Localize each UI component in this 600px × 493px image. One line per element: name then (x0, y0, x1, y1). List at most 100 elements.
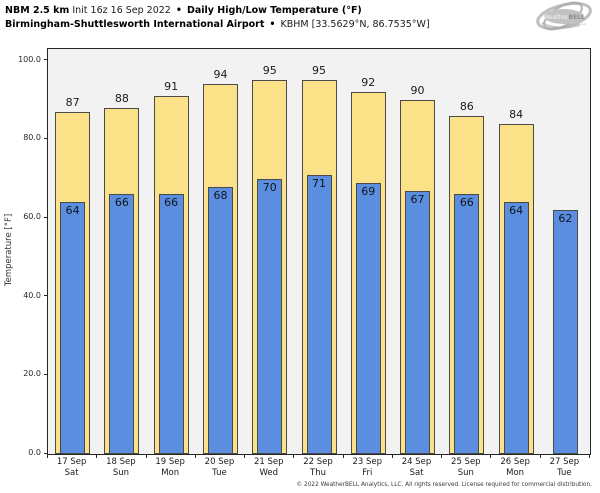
y-tick-mark (44, 452, 48, 454)
x-tick-label: 22 Sep Thu (293, 457, 342, 479)
y-tick-mark (44, 373, 48, 375)
x-tick-date: 24 Sep (401, 457, 432, 467)
low-value-label: 64 (65, 204, 80, 217)
x-tick-day: Sun (457, 468, 474, 478)
low-bar (207, 187, 233, 454)
low-bar (257, 179, 283, 454)
low-bar (552, 210, 578, 454)
x-tick-mark (490, 454, 492, 458)
high-value-label: 86 (459, 100, 474, 113)
copyright-notice: © 2022 WeatherBELL Analytics, LLC. All r… (296, 482, 592, 488)
low-value-label: 67 (410, 193, 425, 206)
x-tick-label: 20 Sep Tue (195, 457, 244, 479)
y-tick-mark (44, 295, 48, 297)
title-variable: Daily High/Low Temperature (°F) (187, 5, 362, 16)
subtitle-separator: • (269, 19, 276, 30)
x-tick-day: Thu (310, 468, 326, 478)
x-tick-date: 27 Sep (549, 457, 580, 467)
high-value-label: 88 (114, 92, 129, 105)
weatherbell-logo: WeatherBELL Analytics LLC (532, 1, 596, 37)
high-value-label: 84 (509, 108, 524, 121)
high-value-label: 94 (213, 68, 228, 81)
x-tick-date: 22 Sep (303, 457, 333, 467)
x-tick-mark (589, 454, 590, 458)
low-bar (158, 194, 184, 454)
x-tick-mark (194, 454, 196, 458)
low-bar (60, 202, 86, 454)
x-tick-mark (441, 454, 443, 458)
low-value-label: 68 (213, 189, 228, 202)
x-tick-date: 17 Sep (56, 457, 87, 467)
x-tick-day: Sat (64, 468, 79, 478)
y-tick-label: 20.0 (23, 369, 41, 379)
y-tick-label: 0.0 (28, 448, 41, 457)
high-value-label: 95 (262, 64, 277, 77)
x-tick-label: 25 Sep Sun (441, 457, 490, 479)
x-tick-day: Mon (506, 468, 525, 478)
low-value-label: 64 (509, 204, 524, 217)
high-value-label: 91 (164, 80, 179, 93)
y-tick-label: 100.0 (18, 54, 41, 64)
x-tick-mark (145, 454, 147, 458)
x-tick-day: Sat (409, 468, 424, 478)
x-tick-label: 18 Sep Sun (96, 457, 145, 479)
x-tick-label: 21 Sep Wed (244, 457, 293, 479)
x-tick-label: 23 Sep Fri (343, 457, 392, 479)
x-tick-date: 18 Sep (106, 457, 136, 467)
logo-text-bell: BELL (568, 14, 584, 21)
title-init: Init 16z 16 Sep 2022 (72, 5, 171, 16)
x-tick-mark (342, 454, 344, 458)
high-value-label: 92 (361, 76, 376, 89)
high-value-label: 87 (65, 96, 80, 109)
logo-text-weather: Weather (543, 14, 569, 21)
x-tick-day: Wed (259, 468, 278, 478)
y-tick-mark (44, 137, 48, 139)
weatherbell-swirl-icon: WeatherBELL Analytics LLC (536, 1, 592, 31)
low-bar (405, 191, 431, 454)
x-tick-day: Mon (161, 468, 180, 478)
title-separator: • (175, 5, 182, 16)
high-value-label: 90 (410, 84, 425, 97)
x-tick-date: 26 Sep (500, 457, 530, 467)
low-bar (109, 194, 135, 454)
x-tick-mark (539, 454, 541, 458)
x-tick-date: 20 Sep (204, 457, 235, 467)
x-tick-date: 25 Sep (451, 457, 481, 467)
x-tick-label: 24 Sep Sat (392, 457, 441, 479)
low-value-label: 69 (361, 185, 376, 198)
low-value-label: 66 (164, 196, 179, 209)
x-tick-day: Tue (557, 468, 572, 478)
low-value-label: 70 (262, 181, 277, 194)
low-value-label: 71 (312, 177, 326, 190)
x-tick-date: 19 Sep (155, 457, 185, 467)
x-tick-mark (47, 454, 48, 458)
x-tick-mark (96, 454, 98, 458)
x-tick-day: Tue (212, 468, 227, 478)
plot-area: 87 64 88 66 91 66 94 68 95 70 95 71 92 69 90 67 86 66 84 64… (47, 48, 591, 455)
x-tick-mark (391, 454, 393, 458)
x-tick-mark (293, 454, 295, 458)
x-tick-day: Sun (112, 468, 129, 478)
x-tick-label: 27 Sep Tue (540, 457, 589, 479)
low-bar (355, 183, 381, 454)
y-axis-title: Temperature [°F] (4, 213, 14, 287)
x-tick-label: 26 Sep Mon (490, 457, 539, 479)
subtitle-station-name: Birmingham-Shuttlesworth International A… (5, 19, 265, 30)
y-tick-label: 60.0 (23, 212, 41, 222)
x-tick-day: Fri (362, 468, 373, 478)
chart-title: NBM 2.5 km Init 16z 16 Sep 2022 • Daily … (5, 5, 362, 16)
low-value-label: 62 (558, 212, 573, 225)
svg-text:WeatherBELL: WeatherBELL (543, 14, 585, 21)
title-model: NBM 2.5 km (5, 5, 70, 16)
y-tick-label: 80.0 (23, 133, 41, 143)
low-value-label: 66 (459, 196, 474, 209)
low-bar (503, 202, 529, 454)
x-tick-label: 19 Sep Mon (146, 457, 195, 479)
low-value-label: 66 (114, 196, 129, 209)
x-tick-label: 17 Sep Sat (47, 457, 96, 479)
x-tick-mark (244, 454, 246, 458)
y-tick-mark (44, 59, 48, 61)
x-tick-date: 23 Sep (352, 457, 383, 467)
y-tick-label: 40.0 (23, 290, 41, 300)
